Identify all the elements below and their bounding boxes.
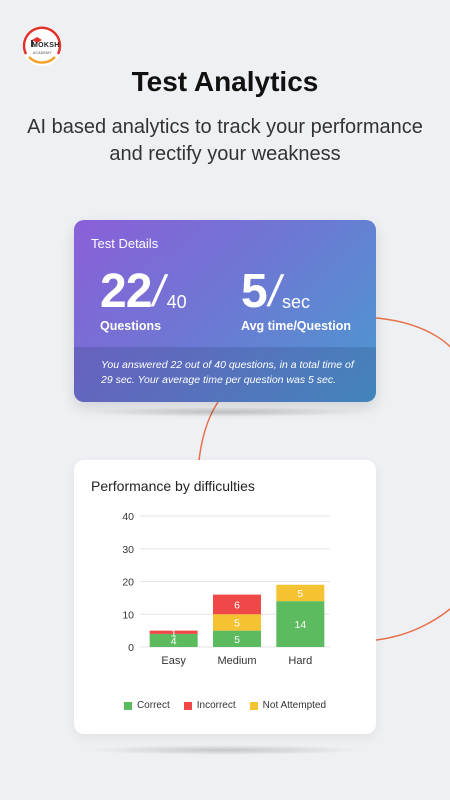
data-label: 6 (234, 599, 240, 611)
bar-segment (276, 601, 325, 647)
legend-label-correct: Correct (136, 700, 170, 711)
avg-time-unit: sec (281, 292, 310, 312)
chart-legend: Correct Incorrect Not Attempted (74, 700, 376, 711)
legend-item-correct: Correct (123, 700, 170, 711)
questions-stat: 22 / 40 Questions (100, 266, 187, 333)
data-label: 5 (234, 634, 240, 646)
y-tick-label: 30 (122, 544, 134, 556)
test-details-heading: Test Details (91, 236, 159, 251)
test-details-card: Test Details 22 / 40 Questions 5 / sec A… (74, 220, 376, 402)
x-tick-label: Easy (161, 655, 186, 667)
legend-swatch-not-attempted (249, 701, 258, 710)
avg-time-value: 5 (241, 265, 268, 318)
bar-segment (213, 630, 261, 647)
brand-subtitle: ACADEMY (33, 51, 52, 55)
performance-chart: 0 10 20 30 40 41 Easy 5 5 6 Medium 14 5 Hard (122, 511, 330, 667)
data-label: 5 (297, 588, 303, 600)
legend-swatch-incorrect (183, 701, 192, 710)
legend-swatch-correct (123, 701, 132, 710)
avg-time-stat: 5 / sec Avg time/Question (241, 266, 351, 333)
questions-total: 40 (166, 292, 187, 312)
questions-answered: 22 (100, 265, 152, 318)
bar-segment (213, 594, 261, 615)
x-tick-label: Hard (288, 655, 312, 667)
bar-segment (213, 614, 261, 631)
questions-label: Questions (100, 319, 162, 333)
y-tick-label: 20 (122, 577, 134, 589)
bar-segment (276, 584, 325, 602)
brand-name: MOKSH (32, 42, 60, 49)
y-tick-label: 10 (122, 609, 134, 621)
page-title: Test Analytics (131, 66, 319, 97)
y-tick-label: 40 (122, 511, 134, 523)
page-subtitle: AI based analytics to track your perform… (27, 116, 423, 165)
data-label: 1 (171, 627, 177, 639)
brand-logo: MOKSH ACADEMY (20, 24, 64, 68)
legend-item-not-attempted: Not Attempted (249, 700, 327, 711)
data-label: 14 (294, 619, 306, 631)
bar-segment (149, 630, 198, 634)
card-shadow (84, 407, 366, 417)
data-label: 4 (171, 635, 177, 647)
bar-segment (149, 633, 198, 647)
data-label: 5 (234, 617, 240, 629)
test-summary: You answered 22 out of 40 questions, in … (74, 347, 376, 402)
logo-emblem-icon (22, 26, 62, 66)
x-tick-label: Medium (217, 655, 256, 667)
y-tick-label: 0 (128, 642, 134, 654)
performance-card: Performance by difficulties 0 10 20 30 40 4 1 E… (74, 460, 376, 734)
chart-title: Performance by difficulties (91, 478, 255, 494)
legend-item-incorrect: Incorrect (183, 700, 236, 711)
avg-time-label: Avg time/Question (241, 319, 351, 333)
legend-label-incorrect: Incorrect (196, 700, 236, 711)
legend-label-not-attempted: Not Attempted (262, 700, 327, 711)
card-shadow-bottom (84, 745, 366, 755)
